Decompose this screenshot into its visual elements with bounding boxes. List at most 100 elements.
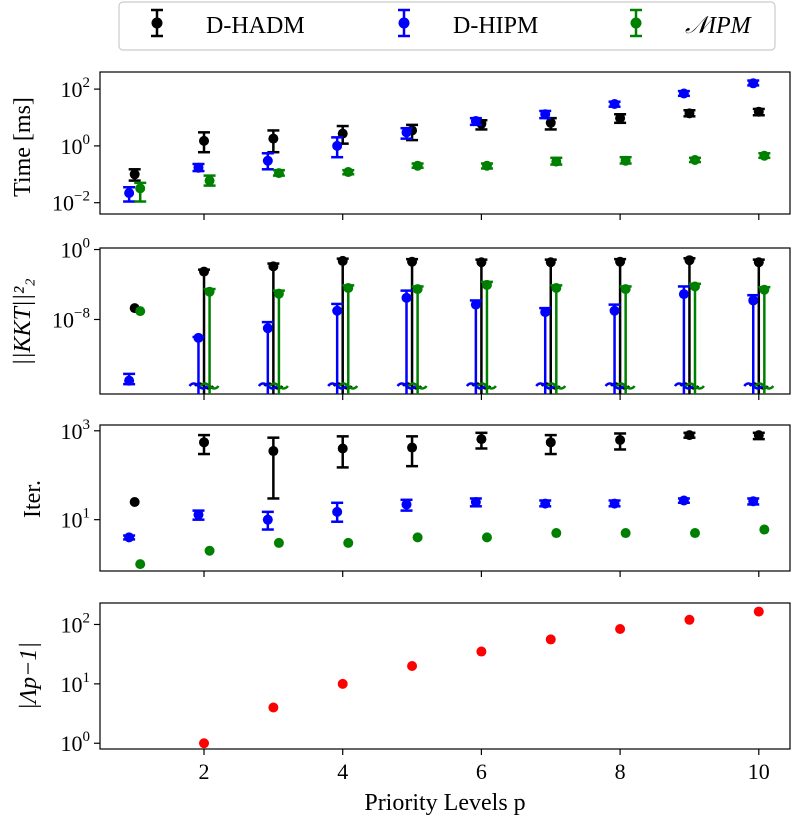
panel-time: 10−2 100 102 Time [ms] [10, 71, 791, 220]
point-d-hadm [684, 430, 695, 441]
point-ipm [135, 306, 146, 317]
unbounded-cap-ipm [615, 382, 636, 390]
point-d-hipm [193, 509, 204, 520]
point-d-hadm [199, 437, 210, 448]
point-d-hadm [407, 442, 418, 453]
point-p-1 [615, 623, 626, 634]
legend-entry-nipm: 𝒩IPM [630, 8, 753, 39]
ytick-label-iter: 101 [61, 506, 91, 533]
point-d-hadm [268, 133, 279, 144]
point-p-1 [476, 646, 487, 657]
unbounded-cap-ipm [199, 382, 220, 390]
point-ipm [689, 281, 700, 292]
unbounded-cap-d-hipm [743, 382, 764, 390]
unbounded-cap-d-hipm [604, 382, 625, 390]
point-ipm [551, 528, 562, 539]
point-d-hipm [678, 495, 689, 506]
unbounded-cap-d-hipm [188, 382, 209, 390]
ylabel-time: Time [ms] [10, 97, 36, 197]
point-ipm [343, 537, 354, 548]
point-d-hipm [470, 496, 481, 507]
legend-entry-d-hadm: D-HADM [151, 8, 305, 39]
axes-frame-kkt [99, 247, 791, 395]
unbounded-cap-ipm [476, 382, 497, 390]
point-d-hipm [678, 88, 689, 99]
xtick-label: 10 [748, 759, 770, 784]
unbounded-cap-ipm [268, 382, 289, 390]
ylabel-kkt: ||KKT||²₂ [10, 278, 36, 365]
unbounded-cap-d-hipm [673, 382, 694, 390]
point-d-hipm [262, 323, 273, 334]
ytick-label-lambda: 102 [61, 610, 91, 637]
point-ipm [412, 532, 423, 543]
point-d-hadm [337, 443, 348, 454]
point-d-hipm [332, 140, 343, 151]
xtick-label: 6 [476, 759, 487, 784]
point-p-1 [337, 678, 348, 689]
point-d-hipm [540, 307, 551, 318]
point-d-hadm [545, 437, 556, 448]
point-d-hipm [748, 496, 759, 507]
point-ipm [343, 282, 354, 293]
point-d-hipm [540, 109, 551, 120]
legend-label-nipm: 𝒩IPM [685, 13, 753, 39]
point-ipm [759, 284, 770, 295]
point-d-hipm [124, 187, 135, 198]
point-ipm [689, 528, 700, 539]
point-p-1 [199, 738, 210, 749]
point-d-hipm [748, 295, 759, 306]
point-d-hipm [540, 498, 551, 509]
point-p-1 [407, 660, 418, 671]
unbounded-cap-d-hipm [465, 382, 486, 390]
ytick-label-iter: 103 [61, 417, 91, 444]
point-d-hipm [124, 532, 135, 543]
point-d-hipm [678, 289, 689, 300]
point-ipm [551, 282, 562, 293]
legend-box [118, 1, 776, 51]
point-d-hadm [753, 106, 764, 117]
point-d-hipm [124, 375, 135, 386]
point-d-hipm [193, 332, 204, 343]
xtick-label: 2 [199, 759, 210, 784]
legend-marker-nipm [630, 17, 642, 29]
point-p-1 [545, 634, 556, 645]
legend: D-HADM D-HIPM 𝒩IPM [118, 1, 776, 51]
point-d-hipm [470, 299, 481, 310]
point-d-hadm [129, 169, 140, 180]
point-d-hipm [609, 498, 620, 509]
unbounded-cap-d-hipm [396, 382, 417, 390]
point-p-1 [753, 606, 764, 617]
point-ipm [412, 160, 423, 171]
point-d-hipm [193, 162, 204, 173]
point-d-hadm [615, 113, 626, 124]
point-d-hadm [684, 108, 695, 119]
unbounded-cap-ipm [407, 382, 428, 390]
point-ipm [135, 183, 146, 194]
ylabel-iter: Iter. [20, 480, 46, 518]
point-d-hadm [407, 256, 418, 267]
point-d-hipm [609, 305, 620, 316]
point-ipm [204, 286, 215, 297]
point-d-hadm [268, 261, 279, 272]
point-ipm [204, 545, 215, 556]
point-d-hadm [199, 135, 210, 146]
point-d-hipm [262, 514, 273, 525]
legend-label-d-hadm: D-HADM [206, 13, 305, 39]
point-d-hadm [337, 255, 348, 266]
point-ipm [689, 154, 700, 165]
axes-frame-lambda [99, 602, 791, 750]
point-p-1 [684, 614, 695, 625]
point-d-hadm [476, 434, 487, 445]
legend-marker-d-hadm [151, 17, 163, 29]
point-d-hadm [476, 257, 487, 268]
ylabel-lambda: |Λp−1| [16, 642, 42, 710]
unbounded-cap-d-hipm [535, 382, 556, 390]
ytick-label-kkt: 100 [61, 236, 91, 263]
point-d-hipm [609, 98, 620, 109]
point-d-hadm [268, 446, 279, 457]
unbounded-cap-ipm [754, 382, 775, 390]
point-ipm [759, 150, 770, 161]
point-ipm [273, 537, 284, 548]
point-ipm [481, 160, 492, 171]
point-d-hipm [332, 305, 343, 316]
